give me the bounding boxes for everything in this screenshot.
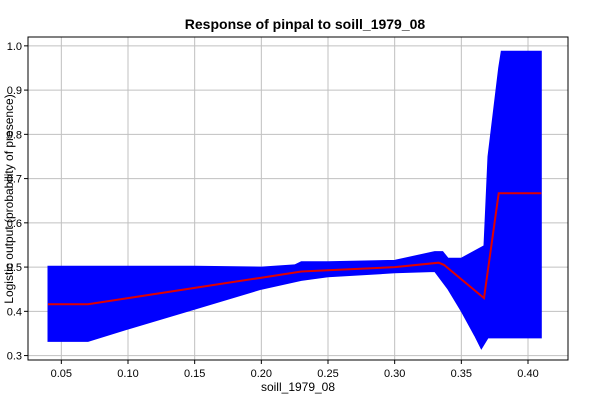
chart-title: Response of pinpal to soill_1979_08	[185, 16, 426, 32]
y-tick-label: 0.9	[7, 85, 22, 97]
confidence-band	[47, 50, 542, 350]
y-tick-label: 0.3	[7, 351, 22, 363]
x-tick-label: 0.10	[117, 368, 138, 380]
plot-area	[47, 50, 542, 350]
y-tick-label: 0.6	[7, 218, 22, 230]
y-tick-label: 0.7	[7, 174, 22, 186]
x-axis-label: soill_1979_08	[261, 380, 335, 394]
x-tick-label: 0.15	[184, 368, 205, 380]
mean-response-line	[48, 192, 542, 306]
x-tick-label: 0.20	[251, 368, 272, 380]
y-tick-label: 0.4	[7, 306, 22, 318]
x-tick-label: 0.05	[51, 368, 72, 380]
x-axis-ticks: 0.05 0.10 0.15 0.20 0.25 0.30 0.35 0.40	[51, 360, 539, 380]
x-tick-label: 0.30	[384, 368, 405, 380]
plot-frame	[27, 36, 569, 361]
x-tick-label: 0.40	[517, 368, 538, 380]
y-tick-label: 0.5	[7, 262, 22, 274]
x-tick-label: 0.35	[451, 368, 472, 380]
y-axis-ticks: 0.3 0.4 0.5 0.6 0.7 0.8 0.9 1.0	[7, 41, 28, 363]
y-axis-label: Logistic output (probability of presence…	[2, 94, 16, 303]
x-tick-label: 0.25	[317, 368, 338, 380]
y-tick-label: 1.0	[7, 41, 22, 53]
y-tick-label: 0.8	[7, 129, 22, 141]
